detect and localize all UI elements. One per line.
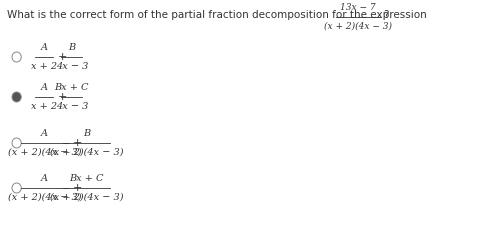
Text: A: A: [41, 129, 48, 138]
Text: +: +: [58, 92, 68, 102]
Text: A: A: [41, 43, 48, 52]
Text: Bx + C: Bx + C: [69, 174, 103, 183]
Text: B: B: [83, 129, 90, 138]
Text: +: +: [72, 183, 82, 193]
Text: (x + 2)(4x − 3): (x + 2)(4x − 3): [8, 148, 81, 157]
Text: x + 2: x + 2: [31, 62, 58, 71]
Text: +: +: [72, 138, 82, 148]
Text: x + 2: x + 2: [31, 102, 58, 111]
Text: 13x − 7: 13x − 7: [340, 3, 376, 12]
Text: (x + 2)(4x − 3): (x + 2)(4x − 3): [50, 193, 123, 202]
Text: +: +: [58, 52, 68, 62]
Text: (x + 2)(4x − 3): (x + 2)(4x − 3): [8, 193, 81, 202]
Text: 4x − 3: 4x − 3: [56, 62, 88, 71]
Text: A: A: [41, 83, 48, 92]
Text: (x + 2)(4x − 3): (x + 2)(4x − 3): [50, 148, 123, 157]
Circle shape: [12, 92, 21, 102]
Text: (x + 2)(4x − 3): (x + 2)(4x − 3): [324, 22, 392, 31]
Text: 4x − 3: 4x − 3: [56, 102, 88, 111]
Text: A: A: [41, 174, 48, 183]
Text: What is the correct form of the partial fraction decomposition for the expressio: What is the correct form of the partial …: [8, 10, 427, 20]
Text: B: B: [68, 43, 75, 52]
Text: Bx + C: Bx + C: [54, 83, 89, 92]
Text: ?: ?: [383, 10, 388, 20]
